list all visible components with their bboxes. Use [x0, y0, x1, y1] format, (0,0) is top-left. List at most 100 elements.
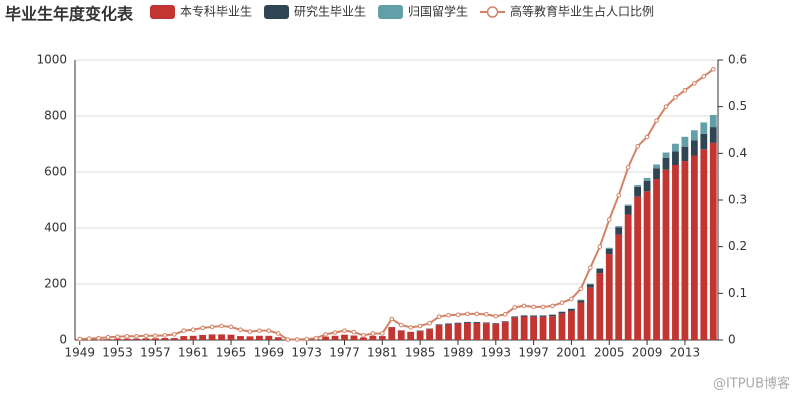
bar [558, 313, 566, 340]
bar [643, 191, 651, 340]
watermark: @ITPUB博客 [713, 376, 790, 392]
bar [464, 322, 471, 340]
line-point [342, 328, 347, 333]
line-point [276, 331, 281, 336]
bar [218, 334, 225, 340]
bar [227, 334, 235, 340]
legend-marker [486, 6, 499, 18]
legend-label[interactable]: 高等教育毕业生占人口比例 [510, 4, 654, 19]
line-point [673, 95, 678, 100]
line-point [257, 328, 262, 333]
bar [180, 336, 188, 340]
legend-label[interactable]: 归国留学生 [408, 4, 468, 19]
y-tick-label: 200 [44, 277, 67, 291]
line-point [692, 81, 697, 86]
bar [662, 152, 670, 158]
bar [643, 177, 651, 181]
line-point [540, 304, 546, 310]
bar [634, 185, 642, 187]
line-point [417, 323, 423, 329]
bar [208, 334, 216, 340]
legend-label[interactable]: 研究生毕业生 [294, 4, 366, 19]
line-point [124, 333, 130, 339]
y2-tick-label: 0.1 [728, 286, 747, 300]
bar [653, 164, 660, 169]
line-point [247, 329, 253, 334]
bar [709, 114, 717, 128]
line-point [493, 313, 499, 319]
line-point [171, 332, 177, 337]
bar [482, 323, 490, 340]
bar [378, 336, 386, 340]
bar [492, 323, 500, 325]
x-tick-label: 2005 [594, 346, 625, 360]
bar [549, 316, 556, 340]
bar [662, 169, 670, 340]
bar [596, 273, 604, 340]
bar [435, 324, 443, 326]
line-point [285, 337, 291, 342]
bar [170, 338, 178, 340]
x-tick-label: 2013 [670, 346, 701, 360]
y2-tick-label: 0.4 [728, 146, 747, 160]
line-point [616, 193, 622, 198]
x-tick-label: 1961 [178, 346, 209, 360]
bar [237, 336, 244, 340]
bar [199, 334, 207, 340]
line-point [427, 320, 432, 326]
bar [709, 127, 717, 143]
bar [615, 227, 623, 235]
bar [142, 338, 150, 340]
y-tick-label: 400 [44, 221, 67, 235]
line-point [200, 325, 205, 331]
legend-swatch [264, 5, 290, 19]
line-point [153, 333, 158, 339]
bar [634, 186, 642, 197]
bar [520, 316, 528, 340]
bar [653, 168, 660, 179]
x-tick-label: 1985 [405, 346, 436, 360]
line-point [521, 303, 527, 309]
bar [369, 335, 377, 340]
bar [672, 143, 679, 152]
line-point [531, 304, 536, 310]
line-point [181, 328, 187, 333]
y-tick-label: 1000 [36, 53, 67, 67]
bar [690, 130, 698, 141]
y2-tick-label: 0.6 [728, 53, 747, 67]
line-point [389, 316, 395, 322]
line-point [370, 331, 376, 336]
x-tick-label: 1989 [443, 346, 474, 360]
bar [530, 316, 538, 340]
bar [360, 337, 367, 340]
line-point [361, 333, 366, 338]
bar [549, 314, 556, 317]
line-point [105, 334, 111, 340]
line-point [550, 303, 555, 309]
line-point [606, 217, 612, 222]
legend-label[interactable]: 本专科毕业生 [180, 4, 252, 19]
line-point [351, 329, 357, 335]
bar [596, 268, 604, 274]
bar [520, 315, 528, 317]
bar [397, 330, 405, 340]
bar [265, 335, 273, 340]
bar [511, 316, 519, 318]
bar [464, 321, 471, 323]
x-tick-label: 1977 [329, 346, 360, 360]
bar [681, 136, 689, 147]
line-point [502, 312, 508, 317]
bar [586, 287, 594, 340]
line-point [408, 325, 413, 330]
x-tick-label: 1981 [367, 346, 398, 360]
line-point [474, 311, 480, 317]
bar [189, 335, 197, 340]
bar [624, 214, 632, 340]
line-point [654, 118, 659, 123]
bar [454, 322, 462, 324]
bar [586, 283, 594, 285]
line-point [398, 322, 404, 328]
line-point [162, 333, 168, 338]
bar [605, 248, 613, 255]
